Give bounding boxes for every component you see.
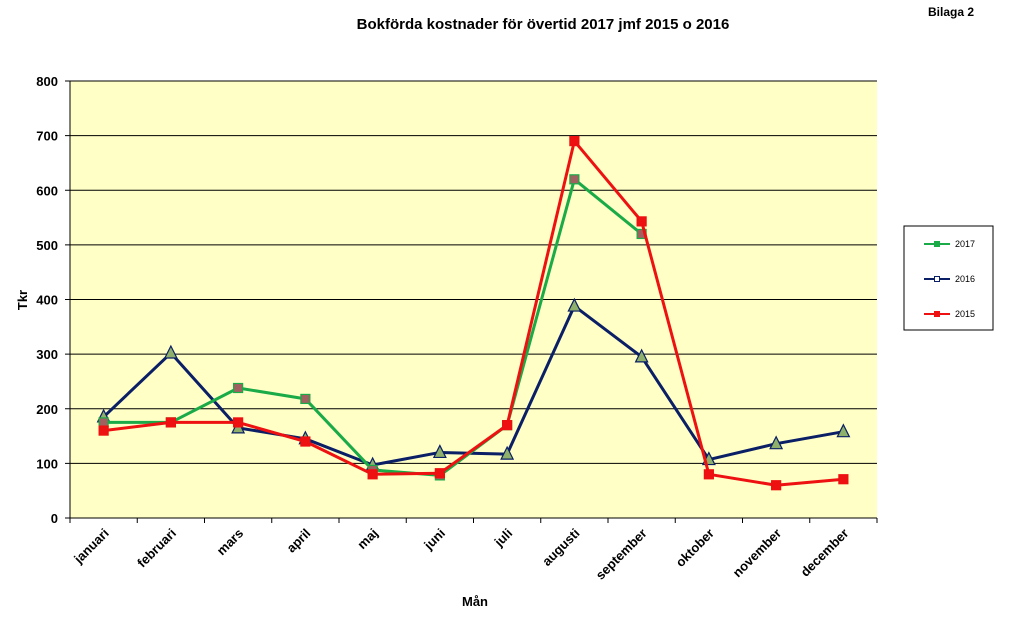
data-point-2015	[300, 436, 311, 447]
series-2015	[98, 135, 849, 491]
x-axis-label: Mån	[462, 594, 488, 609]
series-line-2015	[103, 139, 844, 487]
data-point-2015	[771, 480, 782, 491]
x-tick-label: februari	[134, 526, 179, 571]
data-point-2016	[567, 297, 582, 312]
y-tick-label: 600	[36, 183, 58, 198]
y-tick-labels: 0 100 200 300 400 500 600 700 800	[36, 74, 70, 526]
series-line-2016	[102, 304, 844, 467]
y-tick-label: 0	[51, 511, 58, 526]
data-point-2015	[569, 135, 580, 147]
y-tick-label: 800	[36, 74, 58, 89]
data-point-2015	[165, 417, 176, 428]
data-point-2015	[502, 420, 513, 431]
x-tick-label: januari	[70, 526, 111, 567]
gridlines	[70, 80, 877, 464]
x-tick-label: september	[593, 526, 650, 583]
chart-title: Bokförda kostnader för övertid 2017 jmf …	[357, 16, 730, 33]
data-point-2015	[703, 469, 714, 480]
y-tick-label: 400	[36, 293, 58, 308]
data-point-2016	[836, 423, 851, 438]
corner-label: Bilaga 2	[928, 5, 974, 19]
legend-marker-2017	[934, 241, 940, 247]
y-tick-label: 100	[36, 456, 58, 471]
x-tick-label: april	[283, 526, 313, 556]
data-point-2017	[569, 174, 580, 185]
legend-marker-2015	[934, 311, 940, 317]
data-point-2016	[769, 435, 784, 450]
legend-marker-2016	[934, 276, 940, 282]
data-point-2015	[636, 216, 647, 227]
x-tick-label: mars	[214, 526, 247, 559]
legend-label-2017: 2017	[955, 239, 975, 249]
x-tick-label: juni	[420, 526, 448, 554]
data-point-2015	[233, 417, 244, 428]
legend-label-2016: 2016	[955, 274, 975, 284]
data-point-2017	[300, 393, 311, 405]
x-tick-label: maj	[354, 526, 380, 552]
y-tick-label: 300	[36, 347, 58, 362]
x-tick-label: oktober	[673, 526, 717, 570]
y-tick-label: 500	[36, 238, 58, 253]
legend: 2017 2016 2015	[903, 225, 994, 331]
y-tick-label: 700	[36, 129, 58, 144]
data-point-2016	[500, 445, 515, 460]
data-point-2016	[163, 344, 178, 359]
x-tick-label: november	[730, 526, 785, 581]
legend-label-2015: 2015	[955, 309, 975, 319]
data-point-2015	[434, 468, 445, 479]
data-point-2015	[98, 425, 109, 436]
data-point-2016	[634, 348, 649, 363]
series-layer	[96, 135, 851, 491]
y-axis-label: Tkr	[15, 290, 30, 310]
x-tick-label: juli	[491, 526, 516, 551]
data-point-2015	[838, 474, 849, 485]
data-point-2017	[233, 382, 244, 394]
data-point-2016	[432, 444, 447, 459]
x-tick-label: december	[797, 526, 851, 580]
y-tick-label: 200	[36, 402, 58, 417]
x-tick-label: augusti	[539, 526, 582, 569]
data-point-2015	[367, 469, 378, 480]
x-tick-labels: januari februari mars april maj juni juli augus…	[69, 518, 878, 583]
